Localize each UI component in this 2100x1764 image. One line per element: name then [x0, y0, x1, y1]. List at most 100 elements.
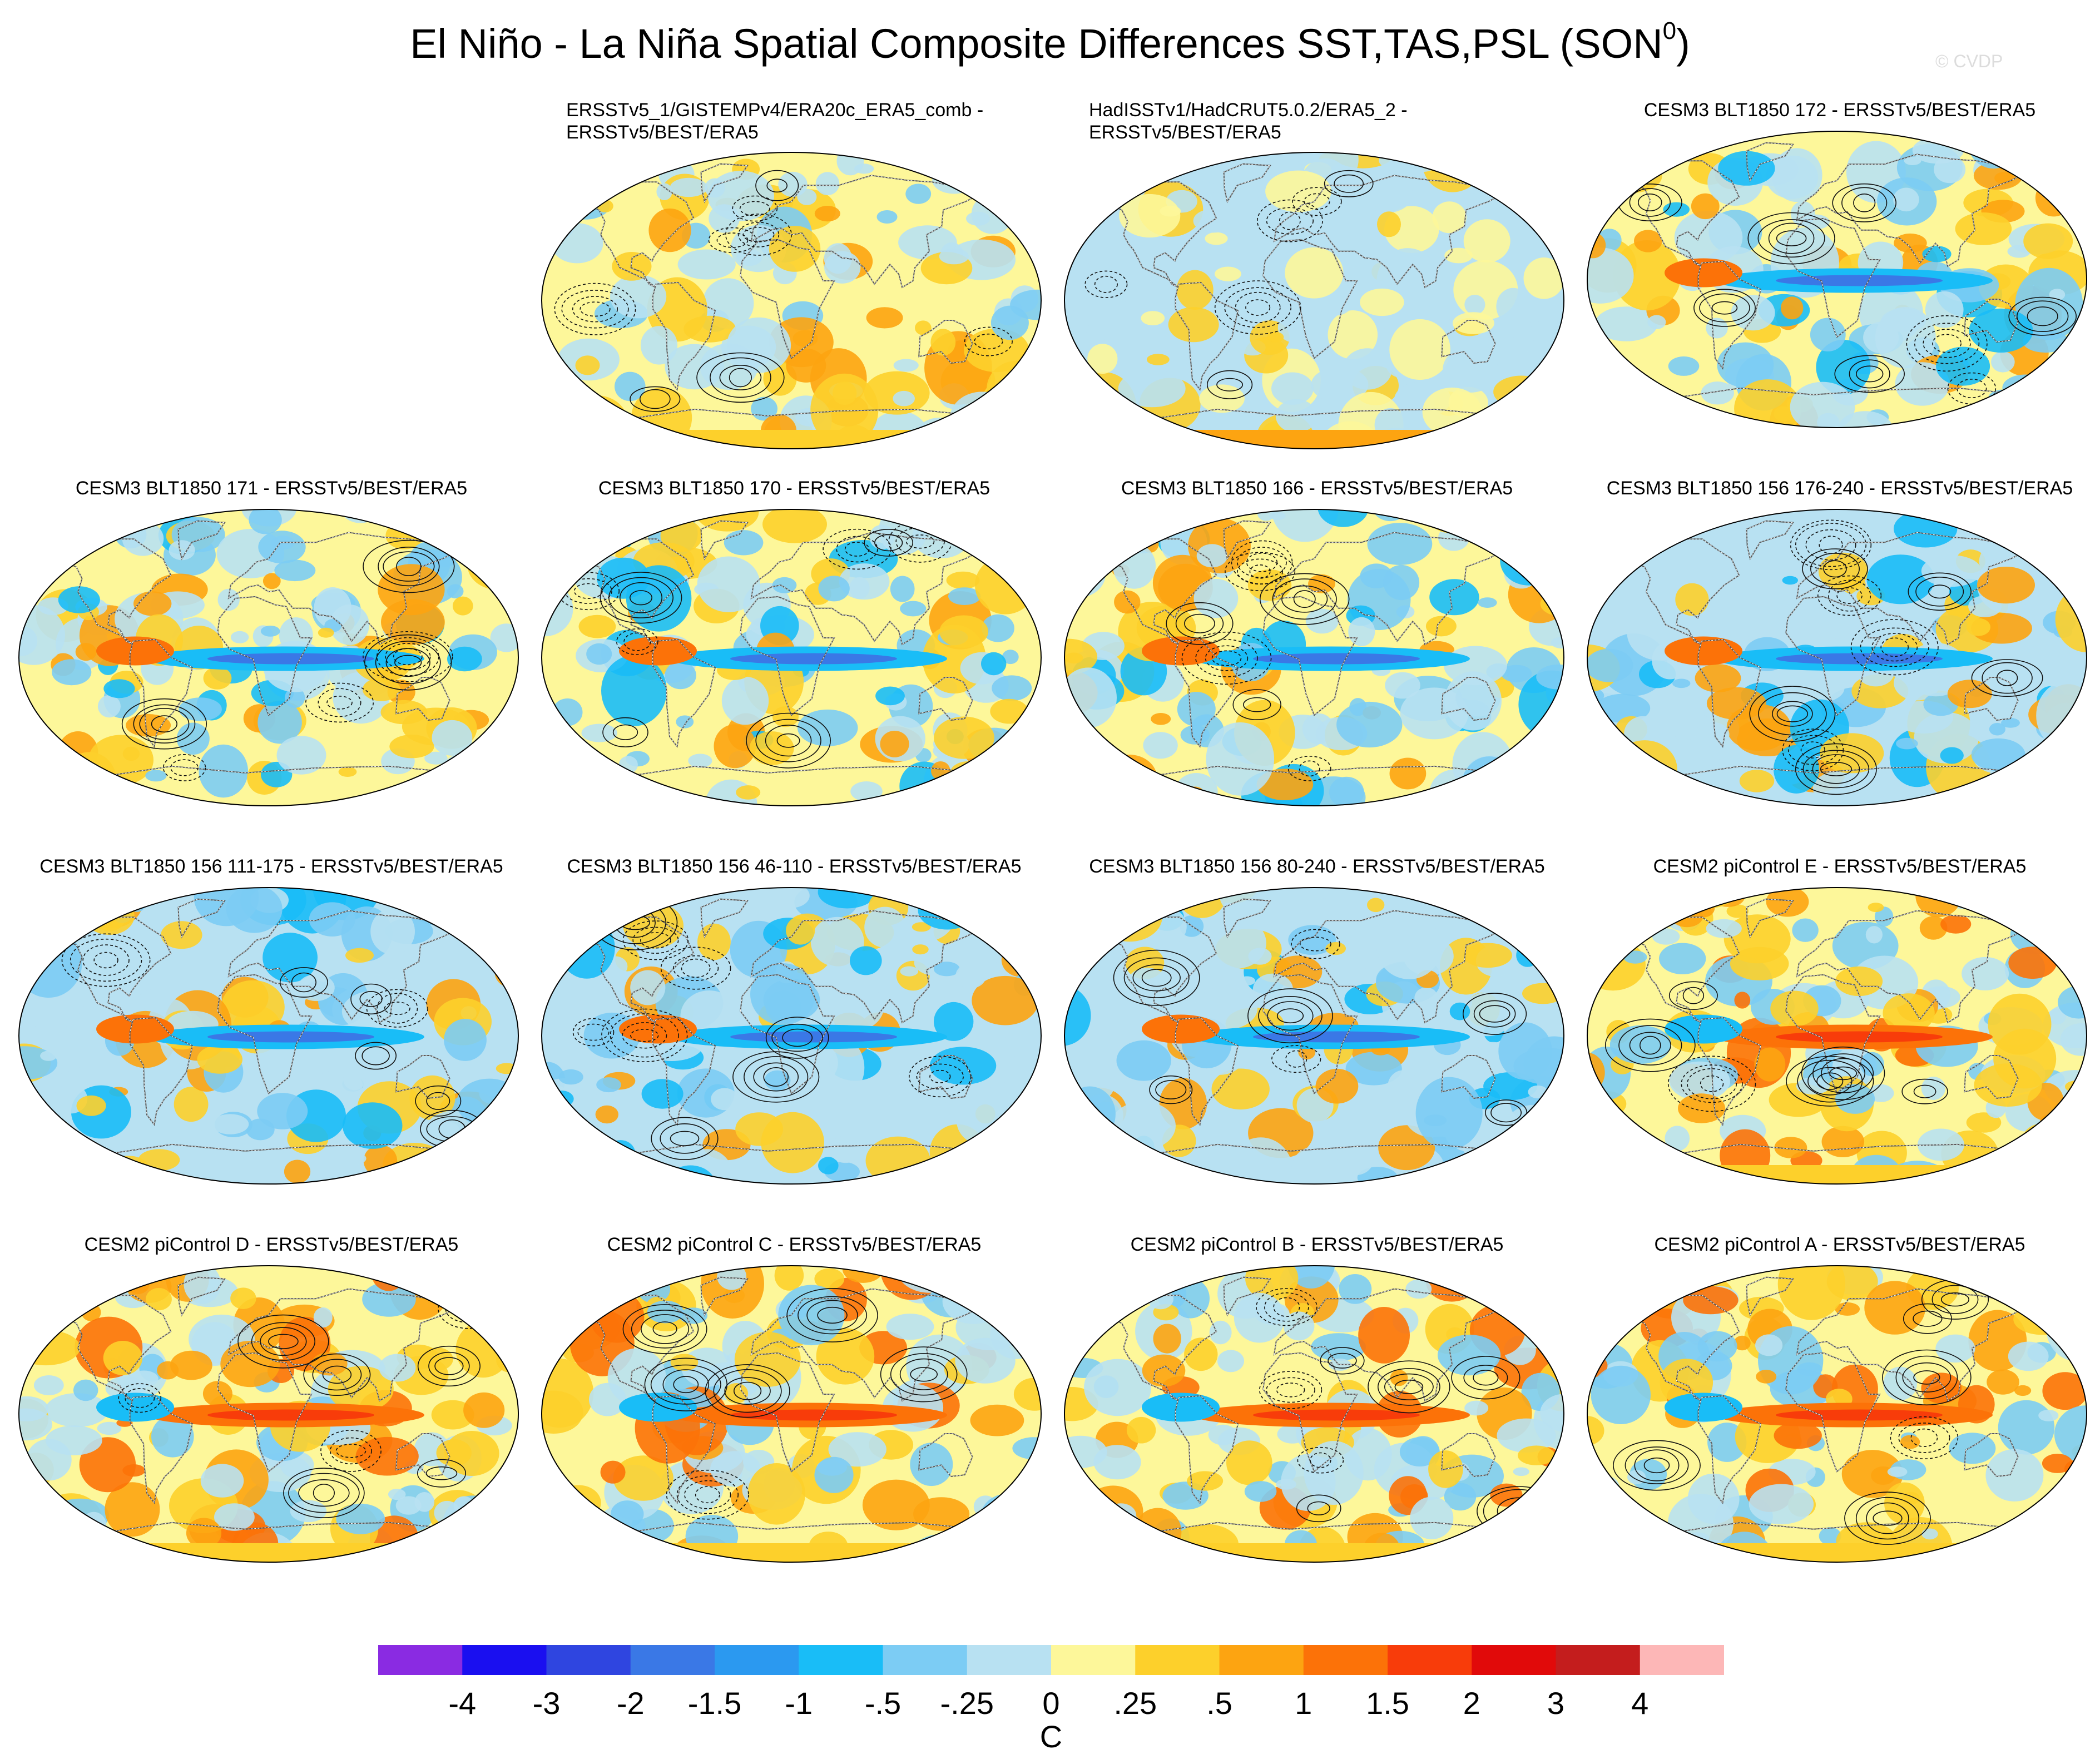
- anomaly-patch: [995, 1146, 1027, 1176]
- zero-contour: [1175, 639, 1239, 747]
- anomaly-patch: [103, 1341, 143, 1375]
- psl-contour-positive: [880, 1346, 968, 1403]
- anomaly-patch: [1613, 240, 1681, 311]
- anomaly-patch: [1399, 1437, 1440, 1466]
- anomaly-patch: [786, 348, 826, 383]
- anomaly-patch: [556, 1485, 601, 1520]
- psl-contour-negative: [622, 920, 689, 960]
- anomaly-patch: [596, 1077, 621, 1093]
- colorbar-box: [883, 1645, 968, 1675]
- anomaly-patch: [214, 1503, 255, 1531]
- anomaly-patch: [1921, 555, 1982, 587]
- anomaly-patch: [1630, 509, 1678, 518]
- anomaly-patch: [579, 1550, 596, 1562]
- anomaly-patch: [1739, 770, 1775, 792]
- zero-contour: [1441, 320, 1496, 364]
- panel-9: CESM3 BLT1850 156 46-110 - ERSSTv5/BEST/…: [533, 855, 1056, 1233]
- psl-contour-positive: [1940, 1292, 1969, 1307]
- psl-contour-negative: [1923, 329, 1971, 358]
- equatorial-band-core: [207, 653, 374, 665]
- anomaly-patch: [176, 722, 210, 755]
- psl-contour-positive: [1823, 560, 1847, 578]
- anomaly-patch: [1143, 732, 1178, 759]
- anomaly-patch: [200, 1464, 244, 1498]
- equatorial-band-core: [207, 1031, 374, 1043]
- zero-contour: [652, 1017, 716, 1126]
- anomaly-patch: [1537, 217, 1558, 239]
- anomaly-patch: [2065, 1081, 2086, 1093]
- psl-contour-positive: [1243, 697, 1271, 712]
- anomaly-patch: [1013, 1377, 1041, 1411]
- anomaly-patch: [67, 925, 84, 939]
- anomaly-patch: [1229, 1137, 1293, 1184]
- anomaly-patch: [1513, 739, 1564, 779]
- anomaly-patch: [664, 1266, 682, 1272]
- anomaly-patch: [19, 928, 82, 998]
- anomaly-patch: [1064, 1270, 1075, 1292]
- colorbar-box: [1303, 1645, 1388, 1675]
- anomaly-patch: [1656, 526, 1688, 549]
- panel-title: CESM2 piControl A - ERSSTv5/BEST/ERA5: [1654, 1234, 2025, 1255]
- anomaly-patch: [1077, 414, 1126, 449]
- anomaly-patch: [1405, 1279, 1432, 1299]
- anomaly-patch: [721, 676, 769, 725]
- colorbar-box: [715, 1645, 799, 1675]
- zero-contour: [1964, 1433, 2019, 1477]
- anomaly-patch: [1863, 321, 1899, 354]
- psl-contour-positive: [1166, 602, 1234, 645]
- anomaly-patch: [1650, 770, 1670, 781]
- anomaly-patch: [1464, 295, 1485, 315]
- psl-contour-positive: [890, 1353, 958, 1396]
- anomaly-patch: [688, 754, 712, 768]
- anomaly-patch: [24, 895, 82, 930]
- anomaly-patch: [2058, 985, 2087, 1019]
- psl-contour-positive: [425, 1466, 458, 1480]
- psl-contour-positive: [1971, 659, 2043, 697]
- anomaly-patch: [496, 1346, 518, 1372]
- psl-contour-negative: [1246, 552, 1278, 572]
- anomaly-patch: [1014, 1145, 1041, 1166]
- anomaly-patch: [379, 1354, 416, 1382]
- anomaly-patch: [830, 1136, 861, 1163]
- psl-contour-negative: [1310, 1452, 1331, 1468]
- anomaly-patch: [551, 223, 603, 264]
- anomaly-patch: [1612, 176, 1635, 192]
- anomaly-patch: [1669, 1061, 1730, 1101]
- anomaly-patch: [586, 643, 612, 665]
- colorbar-box: [1472, 1645, 1556, 1675]
- panel-8: CESM3 BLT1850 156 111-175 - ERSSTv5/BEST…: [10, 855, 533, 1233]
- anomaly-patch: [431, 1400, 474, 1430]
- psl-contour-negative: [438, 1289, 499, 1329]
- anomaly-patch: [1998, 1400, 2055, 1455]
- anomaly-patch: [1416, 1549, 1439, 1562]
- anomaly-patch: [942, 1278, 1005, 1324]
- anomaly-patch: [893, 359, 919, 372]
- psl-contour-negative: [1211, 650, 1242, 666]
- anomaly-patch: [1526, 152, 1544, 158]
- anomaly-patch: [1513, 1048, 1564, 1085]
- anomaly-patch: [1626, 753, 1643, 766]
- anomaly-patch: [875, 686, 905, 706]
- anomaly-patch: [705, 178, 725, 198]
- anomaly-patch: [1002, 176, 1029, 202]
- anomaly-patch: [611, 1533, 637, 1556]
- map-outline: [541, 152, 1042, 449]
- zero-contour: [130, 1017, 193, 1126]
- anomaly-patch: [1491, 888, 1556, 940]
- anomaly-patch: [1414, 987, 1438, 1009]
- zero-contour: [31, 766, 459, 806]
- panel-4: CESM3 BLT1850 171 - ERSSTv5/BEST/ERA5: [10, 477, 533, 855]
- anomaly-patch: [151, 1415, 194, 1458]
- psl-contour-negative: [964, 326, 1013, 356]
- anomaly-patch: [1796, 1077, 1830, 1095]
- anomaly-patch: [19, 1481, 34, 1507]
- anomaly-patch: [912, 922, 931, 932]
- anomaly-patch: [1064, 543, 1099, 576]
- anomaly-patch: [1238, 1178, 1255, 1184]
- anomaly-patch: [1115, 1548, 1165, 1562]
- zero-contour: [1084, 538, 1217, 645]
- anomaly-patch: [601, 1266, 650, 1279]
- anomaly-patch: [1731, 295, 1775, 331]
- anomaly-patch: [552, 698, 583, 726]
- coastlines: [1598, 142, 2032, 428]
